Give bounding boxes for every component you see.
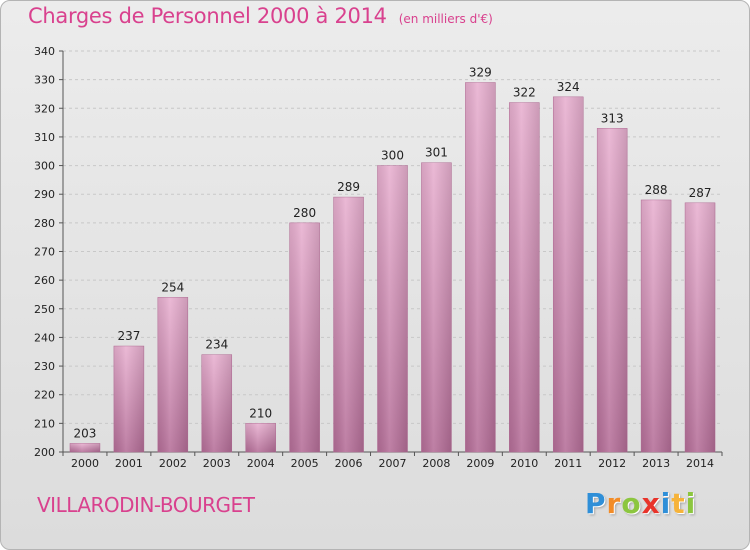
bar-shade [553, 96, 584, 452]
logo-letter: x [641, 487, 661, 520]
bars [69, 82, 716, 453]
x-tick-label: 2009 [466, 457, 494, 470]
chart-header: Charges de Personnel 2000 à 2014 (en mill… [28, 4, 493, 28]
logo-letter: P [585, 487, 607, 520]
y-tick-label: 330 [34, 74, 55, 87]
y-tick-label: 210 [34, 417, 55, 430]
bar-shade [421, 162, 452, 452]
y-tick-label: 240 [34, 331, 55, 344]
x-tick-label: 2011 [554, 457, 582, 470]
data-label: 280 [293, 206, 316, 220]
bar-shade [157, 297, 188, 452]
y-tick-label: 250 [34, 303, 55, 316]
x-tick-label: 2001 [115, 457, 143, 470]
logo-letter: r [606, 487, 622, 520]
y-tick-label: 300 [34, 160, 55, 173]
data-label: 288 [645, 183, 668, 197]
chart-unit: (en milliers d'€) [398, 12, 493, 26]
bar-shade [245, 423, 276, 452]
x-tick-label: 2008 [422, 457, 450, 470]
bar-shade [509, 102, 540, 453]
x-tick-label: 2002 [159, 457, 187, 470]
y-tick-label: 200 [34, 446, 55, 459]
bar-shade [113, 346, 144, 452]
bar-shade [201, 354, 232, 452]
y-tick-label: 340 [34, 45, 55, 58]
data-label: 210 [249, 406, 272, 420]
logo-letter: t [671, 487, 686, 520]
y-tick-label: 290 [34, 188, 55, 201]
chart-title: Charges de Personnel 2000 à 2014 [28, 4, 387, 28]
x-tick-label: 2012 [598, 457, 626, 470]
data-label: 324 [557, 80, 580, 94]
x-tick-label: 2010 [510, 457, 538, 470]
data-label: 289 [337, 180, 360, 194]
bar-shade [289, 222, 320, 452]
bar-shade [69, 443, 100, 452]
proxiti-logo[interactable]: Proxiti [585, 487, 696, 520]
data-labels: 203 237 254 234 210 280 289 300 301 329 322 324 313 2… [74, 66, 712, 441]
bar-shade [641, 199, 672, 452]
data-label: 300 [381, 149, 404, 163]
bar-shade [685, 202, 716, 452]
bar-shade [465, 82, 496, 452]
x-tick-label: 2006 [335, 457, 363, 470]
logo-letter: o [621, 487, 642, 520]
axes: 200 210 220 230 240 250 260 270 280 290 300 310 320 3… [34, 45, 723, 470]
logo-letter: i [685, 487, 697, 520]
x-tick-label: 2003 [203, 457, 231, 470]
y-tick-label: 260 [34, 274, 55, 287]
commune-name: VILLARODIN-BOURGET [37, 493, 255, 517]
data-label: 322 [513, 86, 536, 100]
logo-letter: i [660, 487, 672, 520]
data-label: 287 [689, 186, 712, 200]
x-tick-label: 2014 [686, 457, 714, 470]
y-tick-label: 280 [34, 217, 55, 230]
y-tick-label: 230 [34, 360, 55, 373]
bar-shade [377, 165, 408, 453]
bar-shade [333, 197, 364, 452]
x-tick-label: 2000 [71, 457, 99, 470]
x-tick-label: 2005 [291, 457, 319, 470]
y-tick-label: 310 [34, 131, 55, 144]
x-tick-label: 2004 [247, 457, 275, 470]
data-label: 301 [425, 146, 448, 160]
x-tick-label: 2007 [379, 457, 407, 470]
data-label: 329 [469, 66, 492, 80]
data-label: 203 [74, 426, 97, 440]
bar-shade [597, 128, 628, 452]
y-tick-label: 270 [34, 246, 55, 259]
data-label: 237 [117, 329, 140, 343]
x-tick-label: 2013 [642, 457, 670, 470]
y-tick-label: 320 [34, 102, 55, 115]
data-label: 234 [205, 338, 228, 352]
data-label: 254 [161, 280, 184, 294]
y-tick-label: 220 [34, 389, 55, 402]
data-label: 313 [601, 111, 624, 125]
